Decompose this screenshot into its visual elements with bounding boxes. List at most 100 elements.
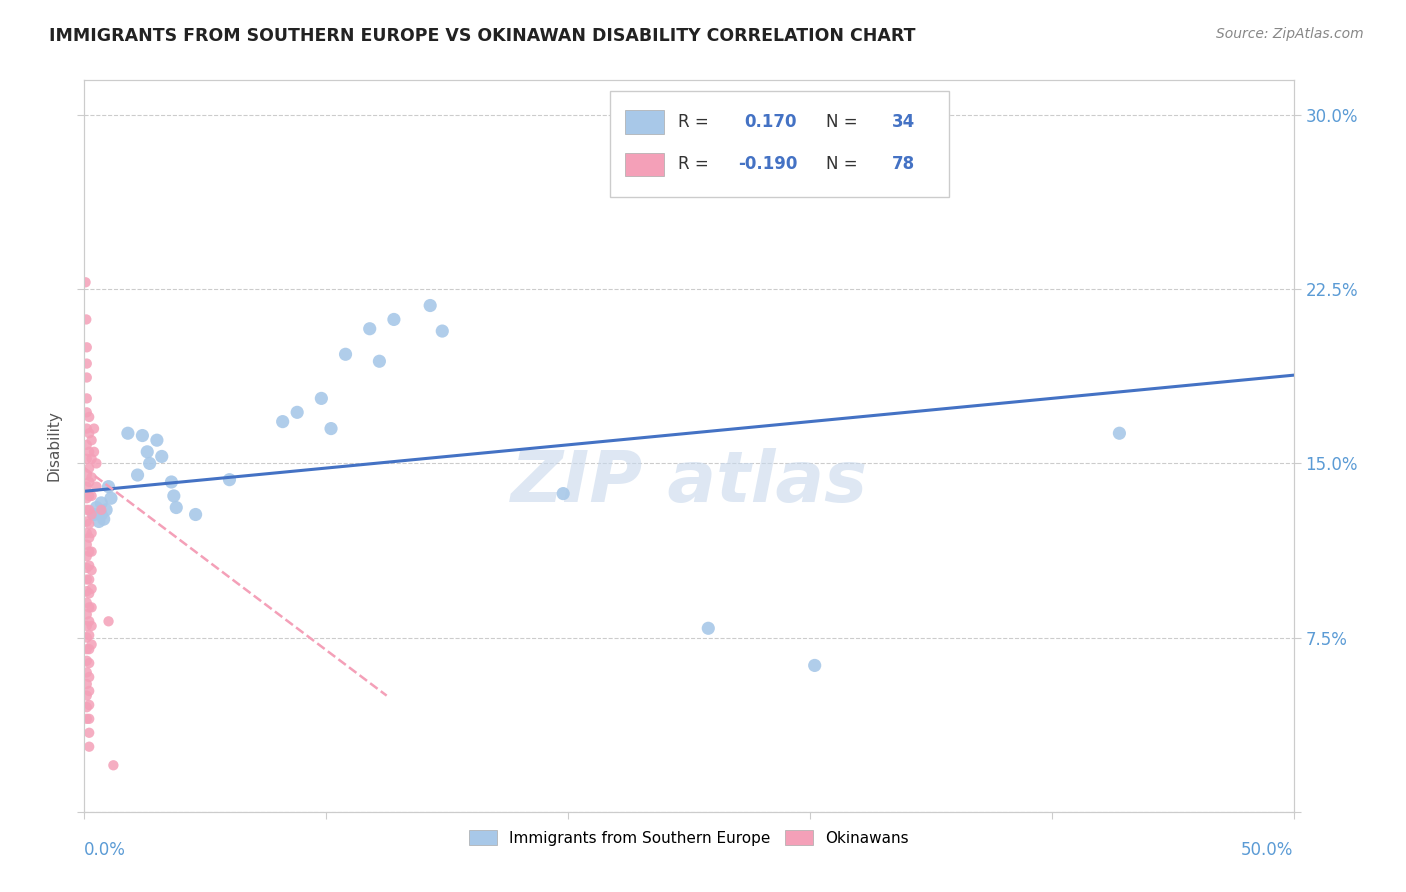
Point: [76, 631, 98, 645]
Point: [94, 503, 117, 517]
Point: [80, 433, 103, 447]
Point: [77, 712, 100, 726]
Point: [76, 665, 98, 680]
Point: [76, 515, 98, 529]
Point: [77, 642, 100, 657]
Point: [311, 392, 333, 406]
Text: 50.0%: 50.0%: [1241, 841, 1294, 859]
Point: [77, 516, 100, 531]
Point: [146, 433, 169, 447]
Point: [93, 512, 115, 526]
Point: [803, 658, 825, 673]
Point: [76, 677, 98, 691]
Point: [80, 619, 103, 633]
Point: [127, 468, 149, 483]
FancyBboxPatch shape: [624, 111, 664, 134]
Point: [75, 275, 97, 289]
Point: [76, 503, 98, 517]
Point: [165, 500, 187, 515]
Point: [90, 496, 112, 510]
Text: R =: R =: [678, 113, 714, 131]
Point: [97, 480, 120, 494]
Text: N =: N =: [825, 113, 862, 131]
Text: IMMIGRANTS FROM SOUTHERN EUROPE VS OKINAWAN DISABILITY CORRELATION CHART: IMMIGRANTS FROM SOUTHERN EUROPE VS OKINA…: [49, 27, 915, 45]
Point: [80, 526, 103, 541]
Point: [160, 475, 183, 489]
Point: [218, 473, 240, 487]
Point: [77, 409, 100, 424]
Text: R =: R =: [678, 155, 714, 173]
Point: [76, 340, 98, 354]
Point: [77, 600, 100, 615]
Point: [76, 549, 98, 564]
Point: [184, 508, 207, 522]
Point: [75, 312, 97, 326]
Point: [80, 489, 103, 503]
FancyBboxPatch shape: [624, 153, 664, 176]
Point: [1108, 426, 1130, 441]
Point: [86, 500, 108, 515]
Point: [77, 503, 100, 517]
Point: [76, 700, 98, 714]
Point: [87, 515, 110, 529]
Point: [131, 428, 153, 442]
Point: [76, 468, 98, 483]
Point: [77, 656, 100, 670]
Point: [80, 563, 103, 577]
Point: [648, 117, 671, 131]
Point: [80, 638, 103, 652]
Point: [83, 421, 105, 435]
Point: [368, 354, 391, 368]
Point: [76, 438, 98, 452]
Y-axis label: Disability: Disability: [46, 410, 62, 482]
Point: [150, 450, 173, 464]
Point: [76, 596, 98, 610]
Point: [100, 491, 122, 506]
Point: [76, 451, 98, 466]
Point: [103, 758, 125, 772]
Point: [77, 573, 100, 587]
Point: [86, 480, 108, 494]
Point: [76, 689, 98, 703]
Point: [77, 615, 100, 629]
Point: [76, 357, 98, 371]
Point: [77, 531, 100, 545]
Point: [359, 322, 381, 336]
Point: [77, 489, 100, 503]
Text: 0.170: 0.170: [745, 113, 797, 131]
Point: [76, 561, 98, 575]
Point: [76, 642, 98, 657]
Text: N =: N =: [825, 155, 862, 173]
Point: [83, 508, 105, 522]
Point: [76, 480, 98, 494]
Point: [382, 312, 405, 326]
Point: [77, 628, 100, 642]
Point: [77, 684, 100, 698]
Point: [80, 470, 103, 484]
Point: [138, 457, 160, 471]
Point: [77, 739, 100, 754]
Text: 78: 78: [891, 155, 915, 173]
Point: [553, 486, 575, 500]
Point: [76, 538, 98, 552]
Point: [77, 544, 100, 558]
Point: [76, 654, 98, 668]
Point: [319, 421, 342, 435]
Point: [335, 347, 357, 361]
Point: [76, 392, 98, 406]
Point: [77, 558, 100, 573]
Point: [80, 451, 103, 466]
Point: [136, 445, 159, 459]
Text: 0.0%: 0.0%: [84, 841, 127, 859]
Point: [77, 586, 100, 600]
FancyBboxPatch shape: [610, 91, 949, 197]
Point: [80, 600, 103, 615]
Point: [76, 712, 98, 726]
Point: [83, 445, 105, 459]
Point: [271, 415, 294, 429]
Point: [76, 573, 98, 587]
Point: [76, 491, 98, 506]
Legend: Immigrants from Southern Europe, Okinawans: Immigrants from Southern Europe, Okinawa…: [463, 823, 915, 852]
Point: [80, 508, 103, 522]
Point: [77, 461, 100, 475]
